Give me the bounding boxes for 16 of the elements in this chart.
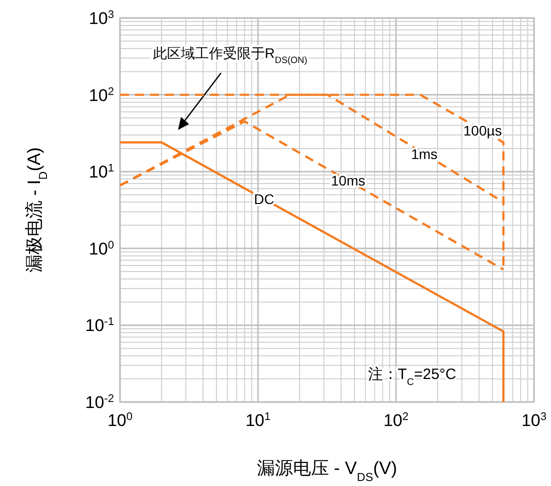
y-tick-label: 10$^{1}$ — [88, 162, 114, 182]
y-tick-label: 10$^{-2}$ — [85, 393, 114, 412]
y-tick-label: 10$^{0}$ — [88, 239, 114, 258]
series-label: 100µs — [463, 122, 502, 138]
annotation: 注：T$_{C}$=25°C — [368, 366, 456, 388]
x-tick-label: 10$^{0}$ — [107, 411, 133, 430]
x-axis-title: 漏源电压 - V$_{DS}$(V) — [256, 458, 398, 484]
series-label: 10ms — [331, 172, 366, 189]
y-tick-label: 10$^{2}$ — [88, 86, 114, 105]
annotation: 此区域工作受限于R$_{DS(ON)}$ — [152, 45, 308, 65]
y-tick-label: 10$^{-1}$ — [85, 316, 114, 336]
series-label: 1ms — [411, 146, 438, 162]
x-tick-label: 10$^{3}$ — [521, 411, 547, 430]
x-tick-label: 10$^{1}$ — [245, 411, 271, 430]
y-tick-label: 10$^{3}$ — [88, 9, 114, 28]
x-tick-label: 10$^{2}$ — [383, 411, 409, 430]
